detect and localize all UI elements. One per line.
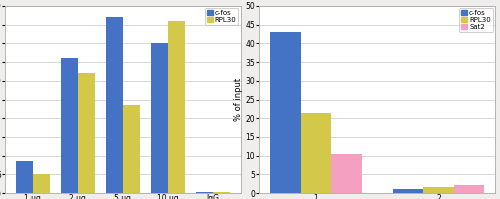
Bar [106,17,123,193]
Bar [196,192,213,193]
Bar [300,113,332,193]
Bar [78,73,95,193]
Legend: c-fos, RPL30, Sat2: c-fos, RPL30, Sat2 [460,8,493,32]
Bar [150,43,168,193]
Bar [332,154,362,193]
Bar [16,161,33,193]
Legend: c-fos, RPL30: c-fos, RPL30 [205,8,238,25]
Bar [60,58,78,193]
Bar [168,21,185,193]
Bar [33,174,50,193]
Bar [423,187,454,193]
Bar [454,185,484,193]
Y-axis label: % of input: % of input [234,78,242,121]
Bar [123,105,140,193]
Bar [213,192,230,193]
Bar [392,189,423,193]
Bar [270,32,300,193]
